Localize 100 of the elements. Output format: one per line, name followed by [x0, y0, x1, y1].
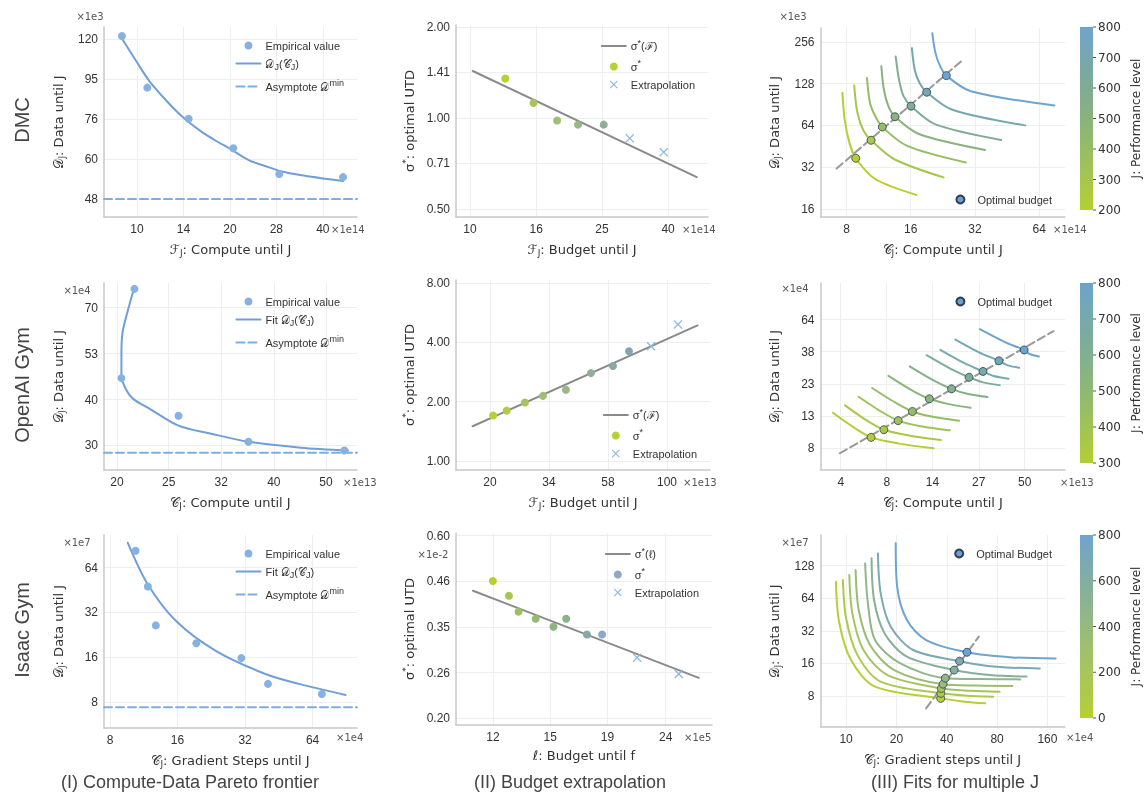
legend-label: σ*(ℓ) — [634, 545, 656, 560]
color-bar-label: 800 — [1098, 20, 1121, 34]
y-axis-title: 𝒟J: Data until J — [767, 584, 783, 678]
text: ×1e14 — [331, 223, 365, 235]
y-tick-label: 0.71 — [426, 156, 451, 171]
x-tick-label: 28 — [269, 222, 284, 236]
x-tick-label: 10 — [463, 222, 477, 236]
legend-label: σ* — [630, 58, 642, 73]
y-tick-label: 2.00 — [426, 394, 451, 409]
legend-label: σ*(ℱ) — [632, 406, 660, 421]
x-tick-label: 14 — [925, 475, 940, 489]
color-bar-label: 200 — [1098, 203, 1121, 217]
y-tick-label: 32 — [801, 623, 815, 638]
y-tick-label: 0.46 — [426, 574, 451, 589]
text: ×1e4 — [781, 282, 809, 294]
y-tick-label: 0.50 — [426, 201, 451, 216]
y-tick-label: 8 — [91, 695, 99, 710]
text: ×1e13 — [1060, 476, 1094, 488]
x-tick-label: 64 — [305, 733, 320, 747]
legend-label: σ* — [634, 566, 646, 581]
text: (I) Compute-Data Pareto frontier — [60, 772, 320, 792]
text: ×1e4 — [1066, 731, 1094, 743]
y-tick-label: 30 — [84, 438, 99, 453]
y-tick-label: 76 — [84, 111, 99, 126]
y-tick-label: 0.20 — [426, 711, 451, 726]
y-axis-title: σ*: optimal UTD — [400, 69, 417, 173]
y-tick-label: 4.00 — [426, 335, 451, 350]
x-tick-label: 16 — [529, 222, 544, 236]
x-tick-label: 10 — [839, 732, 854, 746]
x-tick-label: 40 — [316, 222, 330, 236]
x-tick-label: 80 — [990, 732, 1005, 746]
text: ×1e3 — [76, 10, 104, 22]
color-bar-label: 600 — [1098, 81, 1121, 95]
x-axis-title: ℓ: Budget until f — [531, 748, 636, 763]
y-tick-label: 38 — [801, 344, 815, 359]
y-tick-label: 128 — [794, 558, 815, 573]
x-tick-label: 34 — [542, 475, 556, 489]
y-tick-label: 120 — [77, 31, 99, 46]
color-bar-label: 400 — [1098, 142, 1121, 156]
x-tick-label: 40 — [661, 222, 676, 236]
y-tick-label: 0.60 — [426, 528, 451, 543]
text: ×1e3 — [779, 10, 807, 22]
legend-label: Empirical value — [265, 547, 341, 560]
y-tick-label: 0.26 — [426, 665, 451, 680]
y-tick-label: 53 — [84, 346, 99, 361]
x-tick-label: 160 — [1037, 732, 1058, 746]
text: ×1e5 — [684, 731, 712, 743]
y-tick-label: 16 — [801, 656, 815, 671]
x-tick-label: 8 — [883, 475, 891, 489]
text: ×1e13 — [343, 476, 377, 488]
y-tick-label: 1.41 — [426, 65, 451, 80]
text: OpenAI Gym — [11, 327, 33, 443]
y-tick-label: 64 — [801, 118, 815, 133]
legend-label: Optimal Budget — [976, 547, 1053, 560]
text: ×1e13 — [683, 476, 717, 488]
y-tick-label: 256 — [794, 34, 815, 49]
x-tick-label: 20 — [483, 475, 497, 489]
y-tick-label: 32 — [801, 160, 815, 175]
y-tick-label: 0.35 — [426, 620, 451, 635]
y-axis-title: 𝒟J: Data until J — [767, 329, 783, 424]
color-bar-label: 700 — [1098, 50, 1121, 65]
text: ×1e14 — [682, 223, 716, 235]
x-tick-label: 100 — [656, 475, 678, 489]
color-bar-label: 800 — [1098, 528, 1121, 542]
y-tick-label: 40 — [84, 392, 99, 407]
text: ×1e14 — [1053, 223, 1087, 235]
legend-label: Optimal budget — [977, 193, 1053, 206]
x-tick-label: 19 — [600, 730, 615, 744]
color-bar-label: 300 — [1098, 456, 1121, 470]
x-tick-label: 40 — [267, 475, 281, 489]
x-tick-label: 32 — [968, 222, 982, 236]
x-tick-label: 20 — [110, 475, 124, 489]
x-tick-label: 50 — [1018, 475, 1032, 489]
color-bar-title: J: Performance level — [1129, 313, 1143, 434]
x-tick-label: 14 — [176, 222, 191, 236]
legend-label: Empirical value — [265, 39, 341, 52]
color-bar-label: 0 — [1098, 711, 1106, 725]
text: Isaac Gym — [11, 582, 33, 678]
color-bar-label: 500 — [1098, 111, 1121, 126]
y-tick-label: 64 — [801, 312, 815, 327]
y-axis-title: 𝒟J: Data until J — [50, 75, 67, 169]
text: ×1e7 — [781, 536, 809, 548]
x-tick-label: 16 — [904, 222, 918, 236]
color-bar-label: 500 — [1098, 384, 1121, 398]
text: (III) Fits for multiple J — [870, 772, 1040, 792]
x-tick-label: 4 — [837, 475, 845, 489]
y-tick-label: 95 — [84, 72, 99, 87]
x-tick-label: 25 — [595, 222, 610, 236]
x-tick-label: 15 — [543, 730, 558, 744]
y-tick-label: 1.00 — [426, 453, 451, 468]
text: DMC — [11, 97, 33, 143]
y-tick-label: 16 — [801, 201, 815, 216]
color-bar-label: 800 — [1098, 276, 1121, 290]
color-bar-label: 300 — [1098, 172, 1121, 187]
y-axis-title: σ*: optimal UTD — [400, 323, 417, 427]
y-tick-label: 13 — [801, 408, 815, 423]
x-tick-label: 8 — [106, 733, 114, 747]
y-tick-label: 64 — [801, 591, 815, 606]
legend-label: Extrapolation — [630, 78, 696, 91]
x-tick-label: 32 — [238, 733, 253, 747]
